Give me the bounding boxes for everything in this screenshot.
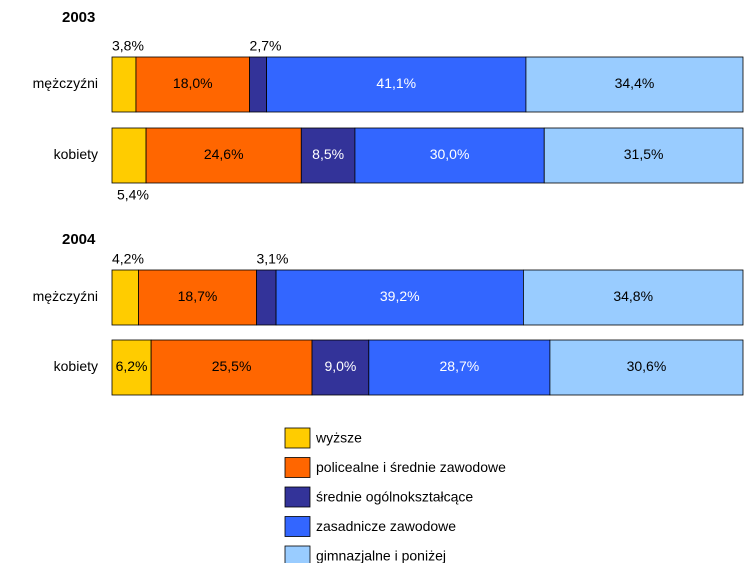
legend-swatch — [284, 457, 311, 478]
bar-segment — [543, 127, 744, 184]
bar-segment — [111, 127, 147, 184]
value-label: 9,0% — [324, 358, 356, 374]
value-label: 30,6% — [627, 358, 667, 374]
value-label: 3,8% — [112, 38, 144, 54]
value-label: 31,5% — [624, 146, 664, 162]
group-title: 2004 — [62, 231, 96, 248]
value-label: 28,7% — [440, 358, 480, 374]
bar-segment — [525, 56, 744, 113]
bar-segment — [256, 269, 277, 326]
value-label: 34,8% — [613, 288, 653, 304]
category-label: kobiety — [54, 358, 98, 374]
bar-segment — [150, 339, 313, 396]
value-label: 6,2% — [116, 358, 148, 374]
value-label: 24,6% — [204, 146, 244, 162]
bar-segment — [368, 339, 551, 396]
bar-segment — [549, 339, 744, 396]
value-label: 18,0% — [173, 75, 213, 91]
legend-swatch — [284, 516, 311, 537]
value-label: 2,7% — [250, 38, 282, 54]
bar-segment — [300, 127, 356, 184]
value-label: 5,4% — [117, 187, 149, 203]
value-label: 39,2% — [380, 288, 420, 304]
bar-segment — [135, 56, 250, 113]
legend-label: średnie ogólnokształcące — [316, 489, 473, 505]
bar-segment — [138, 269, 257, 326]
legend-swatch — [284, 427, 311, 449]
legend-label: policealne i średnie zawodowe — [316, 459, 506, 475]
value-label: 3,1% — [256, 251, 288, 267]
bar-segment — [111, 269, 139, 326]
legend-swatch — [284, 486, 311, 508]
bar-segment — [145, 127, 302, 184]
value-label: 4,2% — [112, 251, 144, 267]
category-label: mężczyźni — [33, 75, 98, 91]
category-label: kobiety — [54, 146, 98, 162]
legend-label: gimnazjalne i poniżej — [316, 548, 446, 563]
bar-segment — [249, 56, 267, 113]
bar-segment — [523, 269, 744, 326]
bar-segment — [275, 269, 524, 326]
value-label: 34,4% — [615, 75, 655, 91]
bar-segment — [266, 56, 527, 113]
bar-segment — [311, 339, 370, 396]
value-label: 41,1% — [376, 75, 416, 91]
bar-segment — [354, 127, 545, 184]
value-label: 8,5% — [312, 146, 344, 162]
value-label: 25,5% — [212, 358, 252, 374]
legend-swatch — [284, 545, 311, 563]
legend-label: wyższe — [315, 430, 362, 446]
value-label: 30,0% — [430, 146, 470, 162]
group-title: 2003 — [62, 9, 95, 26]
bar-segment — [111, 56, 137, 113]
legend-label: zasadnicze zawodowe — [316, 518, 456, 534]
category-label: mężczyźni — [33, 288, 98, 304]
value-label: 18,7% — [178, 288, 218, 304]
